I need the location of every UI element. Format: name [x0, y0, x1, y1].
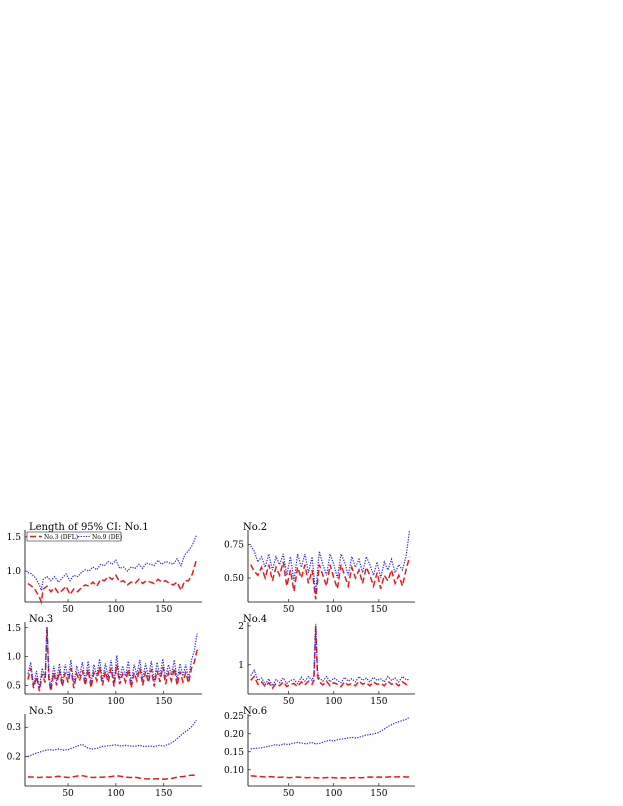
y-tick-label: 0.2	[7, 753, 21, 763]
y-tick-label: 0.20	[224, 730, 244, 740]
chart-panel-5: 50 100 150 0.2 0.3 No.5	[7, 706, 202, 799]
series-line-no9-de	[27, 627, 198, 689]
series-line-no3-dfl	[27, 774, 197, 780]
panel-title: No.5	[29, 706, 53, 717]
series-line-no3-dfl	[27, 559, 198, 605]
legend-label: No.9 (DE)	[92, 534, 122, 541]
x-tick-label: 150	[370, 605, 387, 615]
series-line-no3-dfl	[250, 775, 410, 779]
y-tick-label: 1	[238, 661, 244, 671]
x-tick-label: 50	[283, 697, 295, 707]
panel-title: No.3	[29, 614, 53, 625]
panel-title: No.6	[243, 706, 267, 717]
x-tick-label: 100	[325, 697, 342, 707]
y-tick-label: 1.5	[7, 533, 22, 543]
x-tick-label: 100	[107, 697, 124, 707]
series-line-no3-dfl	[27, 626, 198, 692]
y-tick-label: 1.0	[7, 567, 22, 577]
y-tick-label: 0.10	[224, 766, 244, 776]
series-line-no9-de	[27, 719, 197, 758]
series-line-no9-de	[250, 623, 410, 688]
x-tick-label: 150	[155, 605, 172, 615]
x-tick-label: 100	[325, 789, 342, 799]
series-line-no9-de	[250, 716, 410, 750]
panel-title: No.2	[243, 522, 267, 533]
legend-box	[26, 531, 122, 542]
x-tick-label: 50	[62, 605, 74, 615]
series-line-no3-dfl	[250, 625, 410, 690]
y-tick-label: 0.25	[224, 712, 244, 722]
x-tick-label: 100	[325, 605, 342, 615]
legend-label: No.3 (DFL)	[44, 534, 78, 541]
y-tick-label: 0.3	[7, 723, 22, 733]
chart-panel-2: 50 100 150 0.50 0.75 No.2	[224, 522, 415, 615]
y-tick-label: 1.0	[7, 653, 22, 663]
series-line-no9-de	[27, 535, 197, 593]
y-tick-label: 0.50	[224, 574, 244, 584]
y-tick-label: 0.75	[224, 541, 244, 551]
x-tick-label: 100	[107, 605, 124, 615]
panel-title: Length of 95% CI: No.1	[29, 522, 149, 533]
y-tick-label: 0.5	[7, 681, 22, 691]
x-tick-label: 50	[283, 605, 295, 615]
x-tick-label: 50	[62, 789, 74, 799]
legend: No.3 (DFL) No.9 (DE)	[26, 531, 122, 542]
x-tick-label: 50	[62, 697, 74, 707]
y-tick-label: 1.5	[7, 624, 22, 634]
x-tick-label: 150	[370, 697, 387, 707]
panel-title: No.4	[243, 614, 267, 625]
series-line-no3-dfl	[250, 556, 411, 600]
x-tick-label: 150	[155, 697, 172, 707]
chart-panel-1: 50 100 150 1.0 1.5 Length of 95% CI: No.1No.3…	[7, 522, 202, 615]
x-tick-label: 150	[370, 789, 387, 799]
y-tick-label: 2	[238, 622, 244, 632]
y-tick-label: 0.15	[224, 748, 244, 758]
chart-panel-6: 50 100 150 0.10 0.15 0.20 0.25 No.6	[224, 706, 415, 799]
x-tick-label: 50	[283, 789, 295, 799]
x-tick-label: 100	[107, 789, 124, 799]
chart-panel-3: 50 100 150 0.5 1.0 1.5 No.3	[7, 614, 202, 707]
x-tick-label: 150	[155, 789, 172, 799]
chart-panel-4: 50 100 150 1 2No.4	[238, 614, 415, 707]
series-line-no9-de	[250, 529, 411, 595]
